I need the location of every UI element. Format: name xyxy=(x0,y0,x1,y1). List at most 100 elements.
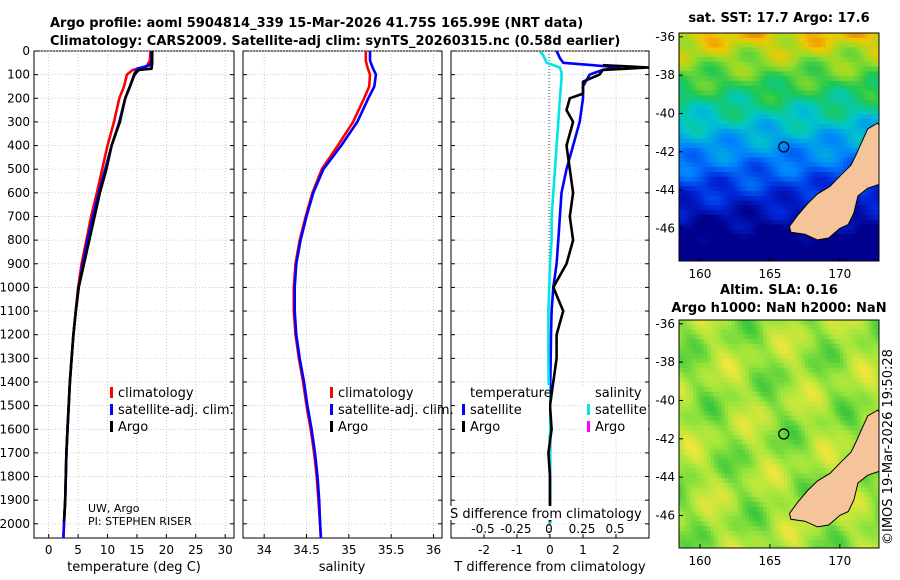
field-cell xyxy=(724,430,729,436)
field-cell xyxy=(787,215,792,221)
field-cell xyxy=(818,37,823,44)
field-cell xyxy=(857,104,862,111)
field-cell xyxy=(696,458,701,465)
field-cell xyxy=(811,353,816,359)
field-cell xyxy=(731,143,736,149)
field-cell xyxy=(825,47,830,53)
field-cell xyxy=(759,320,764,326)
field-cell xyxy=(825,138,830,144)
field-cell xyxy=(871,119,876,125)
field-cell xyxy=(748,143,753,149)
field-cell xyxy=(822,100,827,106)
field-cell xyxy=(748,396,753,402)
field-cell xyxy=(790,205,795,211)
field-cell xyxy=(745,458,750,465)
s-tick-label: -0.5 xyxy=(471,522,494,536)
field-cell xyxy=(874,195,879,202)
field-cell xyxy=(682,171,687,178)
field-cell xyxy=(689,444,694,450)
field-cell xyxy=(769,320,774,326)
field-cell xyxy=(836,114,841,120)
field-cell xyxy=(762,425,767,431)
field-cell xyxy=(790,124,795,130)
field-cell xyxy=(686,420,691,426)
field-cell xyxy=(818,372,823,379)
field-cell xyxy=(703,205,708,211)
field-cell xyxy=(703,47,708,53)
field-cell xyxy=(783,258,788,261)
field-cell xyxy=(710,200,715,206)
field-cell xyxy=(783,143,788,149)
field-cell xyxy=(867,248,872,254)
field-cell xyxy=(850,248,855,254)
field-cell xyxy=(748,47,753,53)
field-cell xyxy=(714,148,719,154)
field-cell xyxy=(787,95,792,101)
field-cell xyxy=(734,243,739,250)
field-cell xyxy=(696,162,701,168)
field-cell xyxy=(790,435,795,441)
field-cell xyxy=(734,109,739,115)
field-cell xyxy=(790,463,795,470)
field-cell xyxy=(864,258,869,261)
field-cell xyxy=(836,377,841,383)
field-cell xyxy=(780,258,785,261)
field-cell xyxy=(682,85,687,92)
field-cell xyxy=(874,200,879,206)
field-cell xyxy=(780,210,785,216)
field-cell xyxy=(752,406,757,412)
field-cell xyxy=(696,234,701,240)
field-cell xyxy=(818,119,823,125)
field-cell xyxy=(752,100,757,106)
field-cell xyxy=(693,372,698,379)
field-cell xyxy=(836,329,841,335)
field-cell xyxy=(825,334,830,340)
field-cell xyxy=(783,205,788,211)
field-cell xyxy=(689,219,694,226)
field-cell xyxy=(728,128,733,135)
field-cell xyxy=(766,401,771,407)
field-cell xyxy=(766,191,771,197)
field-cell xyxy=(686,353,691,359)
field-cell xyxy=(714,363,719,369)
field-cell xyxy=(700,124,705,130)
field-cell xyxy=(734,458,739,465)
field-cell xyxy=(839,128,844,135)
field-cell xyxy=(721,191,726,197)
field-cell xyxy=(714,329,719,335)
field-cell xyxy=(748,109,753,115)
field-cell xyxy=(794,114,799,120)
field-cell xyxy=(871,33,876,39)
field-cell xyxy=(731,61,736,68)
field-cell xyxy=(808,100,813,106)
field-cell xyxy=(686,205,691,211)
field-cell xyxy=(818,47,823,53)
field-cell xyxy=(731,229,736,235)
field-cell xyxy=(815,243,820,250)
field-cell xyxy=(853,435,858,441)
field-cell xyxy=(801,248,806,254)
field-cell xyxy=(829,339,834,345)
field-cell xyxy=(780,66,785,72)
field-cell xyxy=(741,224,746,230)
field-cell xyxy=(860,234,865,240)
field-cell xyxy=(728,195,733,202)
field-cell xyxy=(801,114,806,120)
field-cell xyxy=(731,391,736,398)
field-cell xyxy=(682,396,687,402)
field-cell xyxy=(797,444,802,450)
field-cell xyxy=(811,463,816,470)
field-cell xyxy=(773,167,778,173)
field-cell xyxy=(703,420,708,426)
field-cell xyxy=(748,133,753,139)
field-cell xyxy=(731,195,736,202)
field-cell xyxy=(857,258,862,261)
field-cell xyxy=(825,382,830,388)
field-cell xyxy=(787,152,792,159)
field-cell xyxy=(783,243,788,250)
field-cell xyxy=(843,229,848,235)
field-cell xyxy=(745,367,750,374)
field-cell xyxy=(689,85,694,92)
field-cell xyxy=(808,148,813,154)
field-cell xyxy=(773,176,778,183)
